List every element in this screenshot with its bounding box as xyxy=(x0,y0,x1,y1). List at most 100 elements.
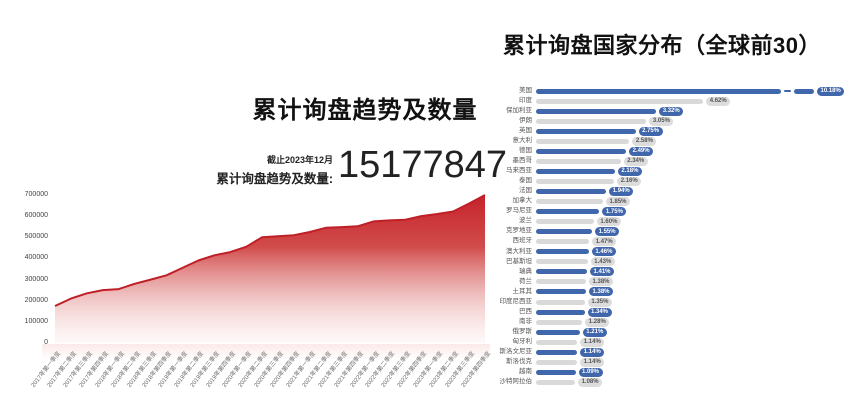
bar-segment xyxy=(536,108,657,114)
y-tick-label: 200000 xyxy=(24,296,48,304)
country-name-label: 瑞典 xyxy=(519,267,532,275)
bar-segment xyxy=(536,88,781,94)
bar-value-pill: 1.85% xyxy=(606,197,631,207)
country-bar-row: 澳大利亚 1.46% xyxy=(478,247,852,257)
bar-track: 2.49% xyxy=(536,146,852,156)
y-tick-label: 600000 xyxy=(24,212,48,220)
bar-segment xyxy=(536,379,576,385)
country-bar-row: 墨西哥 2.34% xyxy=(478,156,852,166)
y-tick-label: 500000 xyxy=(24,233,48,241)
bar-value-pill: 1.47% xyxy=(592,237,617,247)
country-bar-row: 印度 4.62% xyxy=(478,96,852,106)
bar-track: 1.14% xyxy=(536,337,852,347)
country-bar-row: 匈牙利 1.14% xyxy=(478,337,852,347)
country-bar-row: 土耳其 1.38% xyxy=(478,287,852,297)
bar-segment xyxy=(536,339,578,345)
bar-segment xyxy=(536,299,585,305)
country-name-label: 克罗地亚 xyxy=(506,227,532,235)
country-name-label: 土耳其 xyxy=(512,287,533,295)
y-tick-label: 0 xyxy=(44,339,48,346)
country-bar-row: 英国 2.75% xyxy=(478,126,852,136)
bar-value-pill: 2.18% xyxy=(617,166,642,176)
bar-value-pill: 1.41% xyxy=(590,267,615,277)
bar-segment xyxy=(536,349,578,355)
bar-track: 3.05% xyxy=(536,116,852,126)
bar-value-pill: 1.38% xyxy=(589,277,614,287)
bar-value-pill: 2.75% xyxy=(638,126,663,136)
bar-value-pill: 10.18% xyxy=(817,86,845,96)
country-name-label: 法国 xyxy=(519,187,532,195)
bar-segment xyxy=(536,199,603,205)
y-tick-label: 100000 xyxy=(24,317,48,325)
bar-track: 2.34% xyxy=(536,156,852,166)
country-bar-row: 克罗地亚 1.55% xyxy=(478,227,852,237)
country-bar-row: 伊朗 3.05% xyxy=(478,116,852,126)
country-bar-row: 法国 1.94% xyxy=(478,186,852,196)
bar-segment xyxy=(536,329,580,335)
bar-segment xyxy=(536,148,627,154)
bar-track: 1.34% xyxy=(536,307,852,317)
country-bar-row: 巴基斯坦 1.43% xyxy=(478,257,852,267)
y-tick-label: 700000 xyxy=(24,191,48,198)
country-bar-row: 瑞典 1.41% xyxy=(478,267,852,277)
bar-value-pill: 1.09% xyxy=(578,367,603,377)
bar-segment xyxy=(536,289,586,295)
bar-track: 1.46% xyxy=(536,247,852,257)
bar-track: 4.62% xyxy=(536,96,852,106)
country-name-label: 巴基斯坦 xyxy=(506,257,532,265)
bar-value-pill: 1.28% xyxy=(585,317,610,327)
asof-date-label: 截止2023年12月 xyxy=(266,155,333,165)
country-name-label: 保加利亚 xyxy=(506,106,532,114)
bar-value-pill: 1.21% xyxy=(582,327,607,337)
bar-track: 3.32% xyxy=(536,106,852,116)
bar-track: 1.75% xyxy=(536,207,852,217)
bar-segment xyxy=(536,369,576,375)
bar-segment xyxy=(536,309,585,315)
area-line xyxy=(54,194,486,307)
bar-track: 2.16% xyxy=(536,176,852,186)
country-bar-row: 罗马尼亚 1.75% xyxy=(478,207,852,217)
bar-value-pill: 1.38% xyxy=(589,287,614,297)
total-count-label: 累计询盘趋势及数量: xyxy=(216,172,333,186)
country-bar-row: 泰国 2.16% xyxy=(478,176,852,186)
bar-segment xyxy=(536,178,615,184)
bar-value-pill: 1.34% xyxy=(587,307,612,317)
bar-track: 1.85% xyxy=(536,197,852,207)
country-name-label: 巴西 xyxy=(519,307,532,315)
bar-value-pill: 1.60% xyxy=(596,217,621,227)
country-name-label: 罗马尼亚 xyxy=(506,207,532,215)
bar-segment xyxy=(536,158,621,164)
country-name-label: 马来西亚 xyxy=(506,167,532,175)
country-name-label: 波兰 xyxy=(519,217,532,225)
bar-track: 1.08% xyxy=(536,377,852,387)
area-chart xyxy=(54,194,486,343)
country-bar-row: 俄罗斯 1.21% xyxy=(478,327,852,337)
bar-value-pill: 1.14% xyxy=(580,337,605,347)
country-bar-row: 荷兰 1.38% xyxy=(478,277,852,287)
bar-track: 1.47% xyxy=(536,237,852,247)
bar-segment xyxy=(536,259,588,265)
bar-segment xyxy=(536,319,583,325)
bar-track: 10.18% xyxy=(536,86,852,96)
bar-segment xyxy=(536,269,587,275)
bar-value-pill: 1.43% xyxy=(590,257,615,267)
area-fill xyxy=(55,195,485,343)
country-bar-row: 沙特阿拉伯 1.08% xyxy=(478,377,852,387)
country-chart-title: 累计询盘国家分布（全球前30） xyxy=(503,33,821,58)
bar-value-pill: 1.35% xyxy=(587,297,612,307)
bar-value-pill: 1.08% xyxy=(578,377,603,387)
bar-segment xyxy=(536,209,600,215)
country-name-label: 斯洛文尼亚 xyxy=(499,347,533,355)
country-bar-chart: 美国 10.18% 印度 4.62% 保加利亚 3.32% 伊朗 3.05% 英国 2.75% 意大… xyxy=(478,86,852,387)
country-bar-row: 德国 2.49% xyxy=(478,146,852,156)
y-tick-label: 300000 xyxy=(24,275,48,283)
bar-segment xyxy=(536,118,647,124)
total-count-value: 15177847 xyxy=(338,144,508,186)
country-name-label: 西班牙 xyxy=(512,237,533,245)
country-name-label: 印度 xyxy=(519,96,532,104)
country-name-label: 美国 xyxy=(519,86,532,94)
bar-track: 1.43% xyxy=(536,257,852,267)
bar-value-pill: 1.46% xyxy=(591,247,616,257)
bar-segment xyxy=(536,219,594,225)
country-name-label: 斯洛伐克 xyxy=(506,358,532,366)
